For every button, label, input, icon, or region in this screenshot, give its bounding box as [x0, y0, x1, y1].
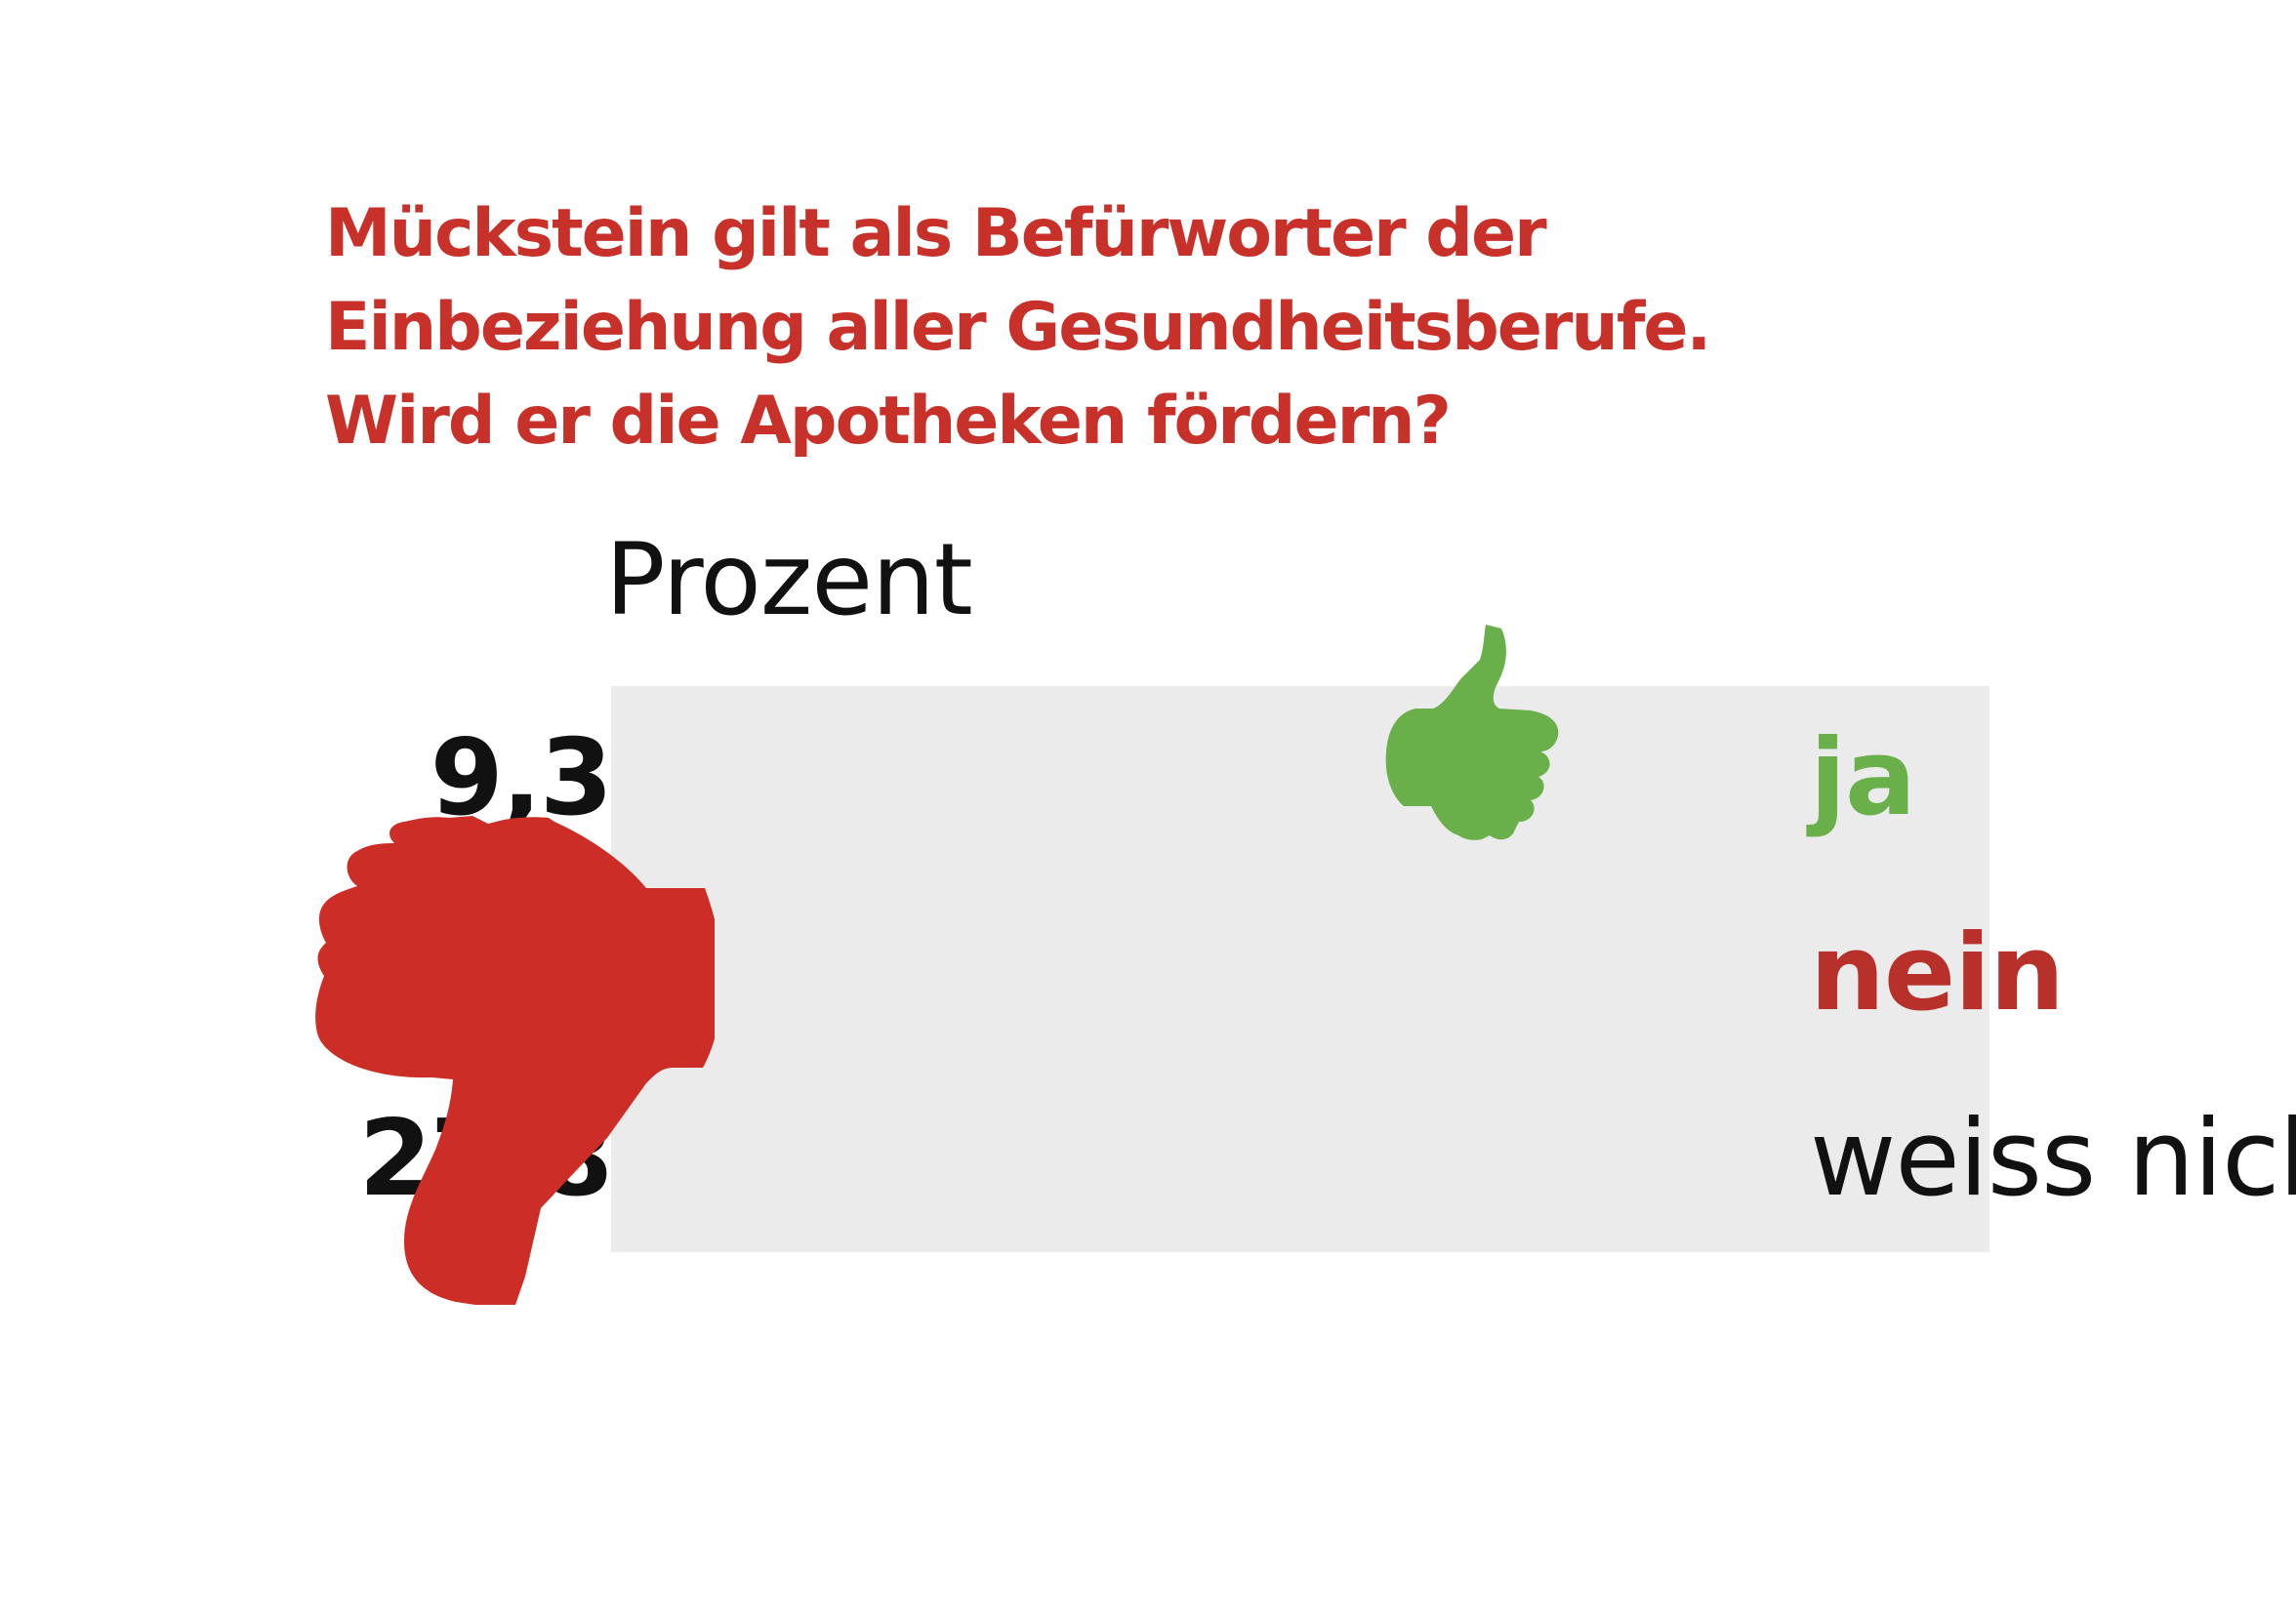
chart-title: Mückstein gilt als Befürworter der Einbe…: [325, 187, 1985, 468]
thumbs-up-icon: [1385, 625, 1559, 840]
label-weiss-nicht: weiss nicht: [1810, 1098, 2296, 1220]
title-line-3: Wird er die Apotheken fördern?: [325, 383, 1452, 460]
result-row-nein: 62,9 nein: [359, 881, 2066, 1067]
title-line-1: Mückstein gilt als Befürworter der: [325, 195, 1547, 272]
label-nein: nein: [1810, 912, 2065, 1034]
unit-label: Prozent: [605, 522, 973, 638]
results-panel: 9,3 ja 62,9 nein 27,8 weiss nicht: [359, 686, 2296, 1252]
title-line-2: Einbeziehung aller Gesundheitsberufe.: [325, 289, 1711, 366]
label-ja: ja: [1810, 717, 1916, 839]
result-row-ja: 9,3 ja: [430, 686, 1989, 872]
thumbs-down-icon: [315, 816, 715, 1305]
result-row-weiss-nicht: 27,8 weiss nicht: [359, 1067, 2296, 1252]
